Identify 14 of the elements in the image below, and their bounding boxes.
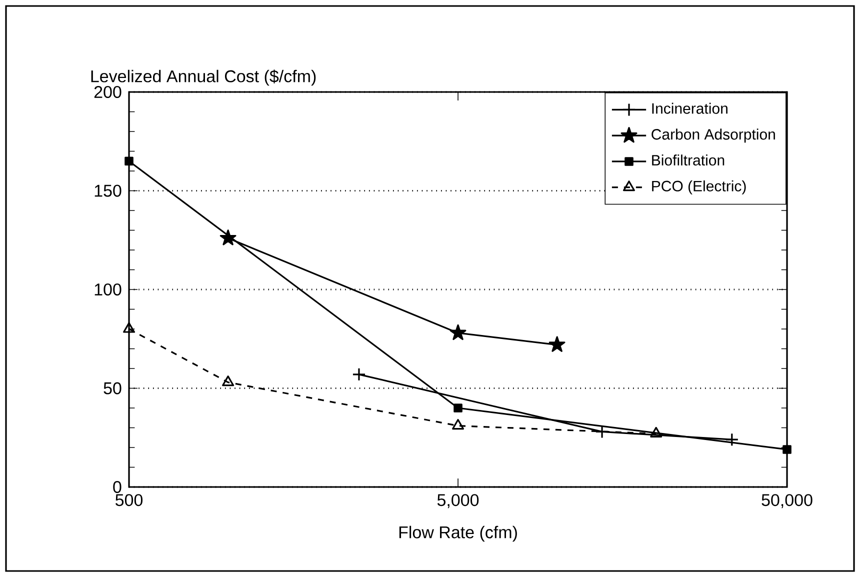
y-tick-label: 0 bbox=[113, 480, 122, 494]
legend-label: Biofiltration bbox=[652, 154, 724, 166]
legend-label: Carbon Adsorption bbox=[652, 128, 775, 143]
y-tick-label: 200 bbox=[94, 86, 122, 98]
y-axis-title: Levelized Annual Cost ($/cfm) bbox=[91, 70, 316, 86]
x-axis-title: Flow Rate (cfm) bbox=[399, 526, 517, 542]
legend-label: Incineration bbox=[652, 102, 728, 114]
y-tick-label: 100 bbox=[94, 283, 122, 296]
y-tick-label: 150 bbox=[94, 184, 122, 197]
y-tick-label: 50 bbox=[104, 382, 122, 394]
x-tick-label: 500 bbox=[116, 494, 143, 506]
x-tick-label: 50,000 bbox=[762, 494, 812, 508]
x-tick-label: 5,000 bbox=[437, 494, 479, 508]
legend-label: PCO (Electric) bbox=[652, 180, 746, 194]
